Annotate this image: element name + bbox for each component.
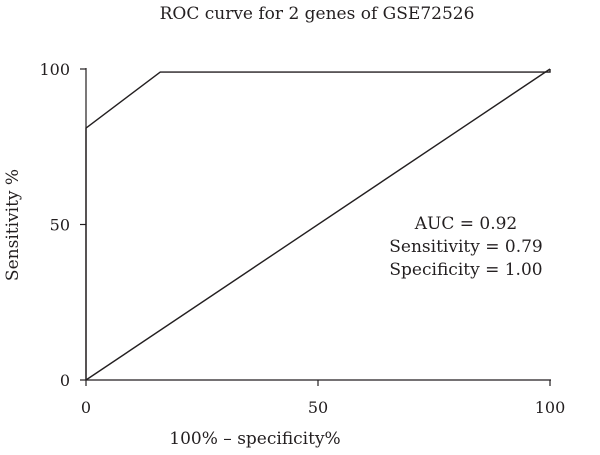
series	[85, 68, 551, 381]
reference-diagonal	[85, 68, 551, 381]
annotations: AUC = 0.92 Sensitivity = 0.79 Specificit…	[389, 214, 542, 280]
annotation-auc: AUC = 0.92	[414, 214, 518, 234]
roc-curve	[85, 69, 551, 380]
x-tick-label: 100	[535, 398, 566, 417]
ticks: 0 50 100 0 50 100	[39, 60, 565, 417]
y-tick-label: 0	[60, 371, 70, 390]
x-tick-label: 50	[308, 398, 328, 417]
annotation-specificity: Specificity = 1.00	[389, 260, 542, 280]
y-tick-label: 50	[50, 216, 70, 235]
chart-title: ROC curve for 2 genes of GSE72526	[160, 4, 475, 24]
x-axis-title: 100% – specificity%	[169, 429, 340, 449]
x-tick-label: 0	[81, 398, 91, 417]
y-axis-title: Sensitivity %	[3, 169, 23, 281]
y-tick-label: 100	[39, 60, 70, 79]
annotation-sensitivity: Sensitivity = 0.79	[389, 237, 542, 257]
